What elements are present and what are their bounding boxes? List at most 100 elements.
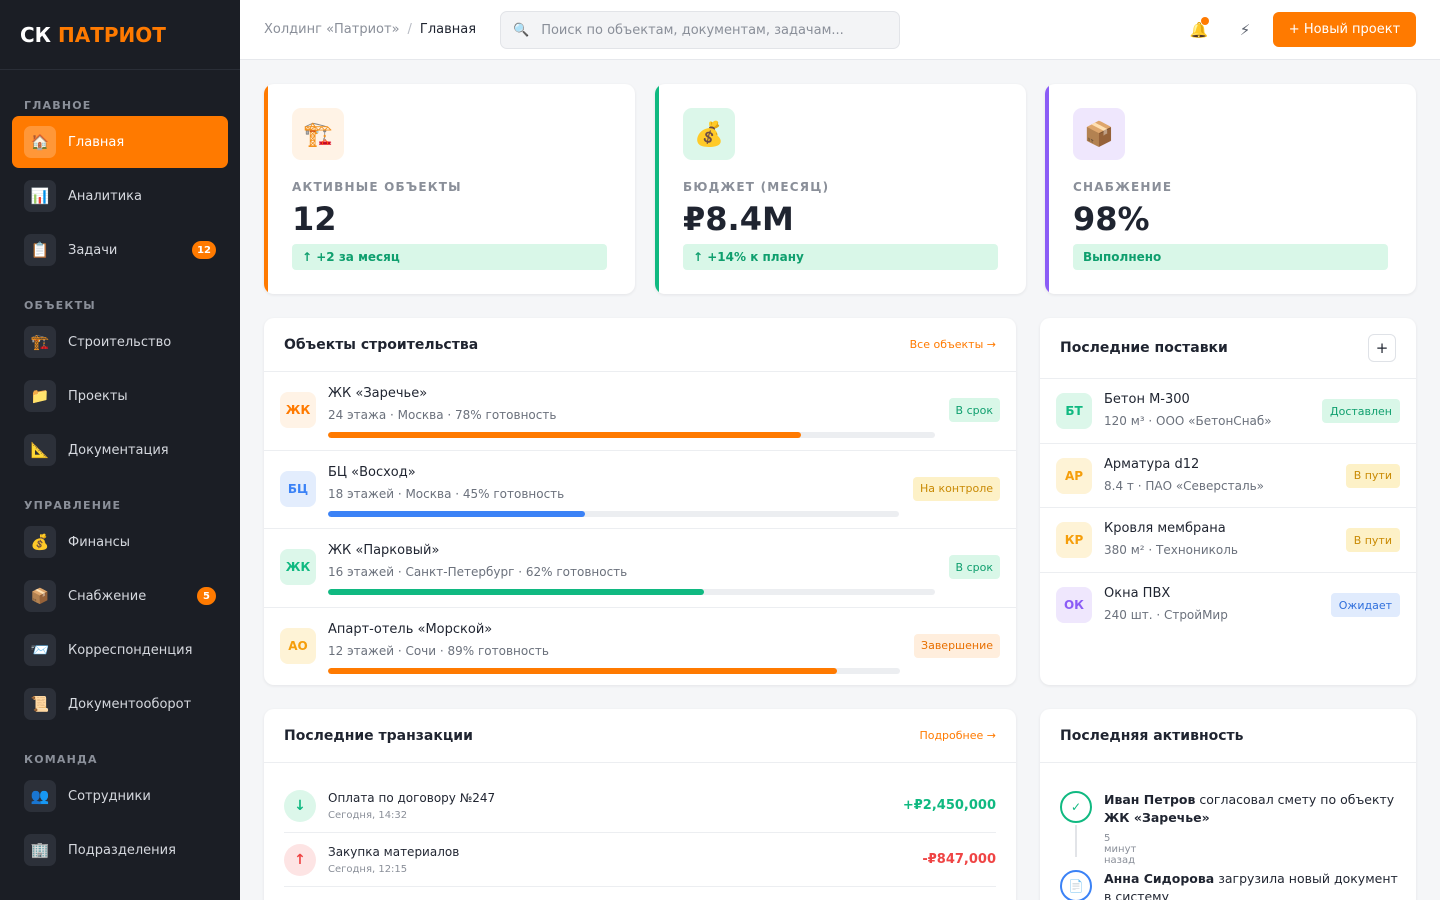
arrow-up-icon: ↑ — [284, 844, 316, 876]
scroll-icon: 📜 — [24, 688, 56, 720]
document-icon: 📄 — [1060, 870, 1092, 900]
new-project-button[interactable]: + Новый проект — [1273, 12, 1416, 47]
deliveries-list: БТ Бетон М-300 120 м³ · ООО «БетонСнаб» Дос… — [1040, 379, 1416, 638]
activity-panel: Последняя активность ✓ Иван Петров соглас… — [1040, 709, 1416, 900]
sidebar-item[interactable]: 📨 Корреспонденция — [12, 624, 228, 676]
search-box[interactable]: 🔍 — [500, 11, 900, 49]
sidebar: СК ПАТРИОТ ГЛАВНОЕ 🏠 Главная 📊 Аналитика 📋 Зад… — [0, 0, 240, 900]
sidebar-item[interactable]: 📦 Снабжение 5 — [12, 570, 228, 622]
delivery-row[interactable]: КР Кровля мембрана 380 м² · Технониколь В п… — [1040, 508, 1416, 574]
progress-track — [328, 510, 899, 517]
transactions-title: Последние транзакции — [284, 727, 473, 744]
object-meta: 12 этажей · Сочи · 89% готовность — [328, 643, 549, 658]
status-badge: В пути — [1345, 463, 1400, 488]
notification-dot — [1201, 17, 1209, 25]
status-badge: Завершение — [914, 633, 1000, 658]
transaction-name: Оплата по договору №247 — [328, 791, 496, 805]
delivery-name: Кровля мембрана — [1104, 521, 1226, 537]
quick-actions-button[interactable]: ⚡ — [1231, 16, 1259, 44]
activity-time: 5 минут назад — [1104, 833, 1137, 866]
status-badge: В срок — [948, 555, 1000, 579]
breadcrumb-holding[interactable]: Холдинг «Патриот» — [264, 22, 400, 37]
sidebar-item[interactable]: 🏗️ Строительство — [12, 316, 228, 368]
nav-section-title: КОМАНДА — [24, 753, 98, 766]
progress-fill — [328, 589, 705, 595]
activity-user[interactable]: Иван Петров — [1104, 792, 1196, 807]
sidebar-item-label: Сотрудники — [68, 788, 151, 804]
activity-action: загрузила новый документ в систему — [1104, 871, 1398, 900]
transactions-list: ↓ Оплата по договору №247 Сегодня, 14:32 +₽… — [264, 763, 1016, 887]
sidebar-item[interactable]: 💰 Финансы — [12, 516, 228, 568]
delivery-meta: 380 м² · Технониколь — [1104, 543, 1239, 558]
sidebar-item[interactable]: 📋 Задачи 12 — [12, 224, 228, 276]
objects-list: ЖК ЖК «Заречье» 24 этажа · Москва · 78% го… — [264, 372, 1016, 685]
chart-icon: 📊 — [24, 180, 56, 212]
money-bag-icon: 💰 — [683, 108, 735, 160]
sidebar-item[interactable]: 📊 Аналитика — [12, 170, 228, 222]
progress-track — [328, 432, 935, 438]
sidebar-item[interactable]: 📜 Документооборот — [12, 678, 228, 730]
object-row[interactable]: ЖК ЖК «Парковый» 16 этажей · Санкт-Петербу… — [264, 529, 1016, 608]
deliveries-title: Последние поставки — [1060, 340, 1228, 356]
sidebar-item-label: Финансы — [68, 534, 131, 550]
delivery-meta: 120 м³ · ООО «БетонСнаб» — [1104, 414, 1272, 428]
sidebar-item[interactable]: 📐 Документация — [12, 424, 228, 476]
search-input[interactable] — [541, 22, 882, 38]
object-meta: 16 этажей · Санкт-Петербург · 62% готовн… — [328, 565, 628, 579]
transaction-row[interactable]: ↓ Оплата по договору №247 Сегодня, 14:32 +₽… — [284, 779, 996, 833]
object-row[interactable]: АО Апарт-отель «Морской» 12 этажей · Сочи … — [264, 608, 1016, 686]
object-avatar: ЖК — [280, 392, 316, 428]
object-name: БЦ «Восход» — [328, 464, 416, 480]
delivery-row[interactable]: БТ Бетон М-300 120 м³ · ООО «БетонСнаб» Дос… — [1040, 379, 1416, 444]
transaction-row[interactable]: ↑ Закупка материалов Сегодня, 12:15 -₽847,0… — [284, 833, 996, 887]
envelope-icon: 📨 — [24, 634, 56, 666]
package-icon: 📦 — [1073, 108, 1125, 160]
deliveries-panel: Последние поставки + БТ Бетон М-300 120 м³… — [1040, 318, 1416, 685]
building-icon: 🏢 — [24, 834, 56, 866]
stat-label: АКТИВНЫЕ ОБЪЕКТЫ — [292, 180, 462, 194]
object-avatar: БЦ — [280, 470, 316, 507]
stat-card[interactable]: 💰 БЮДЖЕТ (МЕСЯЦ) ₽8.4M ↑ +14% к плану — [655, 84, 1026, 294]
sidebar-item-label: Задачи — [68, 242, 118, 258]
progress-fill — [328, 667, 838, 674]
stat-card[interactable]: 📦 СНАБЖЕНИЕ 98% Выполнено — [1045, 84, 1416, 294]
stat-label: БЮДЖЕТ (МЕСЯЦ) — [683, 180, 830, 194]
bolt-icon: ⚡ — [1239, 21, 1251, 39]
stat-value: ₽8.4M — [683, 200, 794, 238]
object-name: ЖК «Заречье» — [328, 386, 428, 401]
package-icon: 📦 — [24, 580, 56, 612]
brand-logo[interactable]: СК ПАТРИОТ — [0, 0, 240, 70]
status-badge: На контроле — [913, 476, 1000, 501]
activity-user[interactable]: Анна Сидорова — [1104, 871, 1215, 886]
stat-card[interactable]: 🏗️ АКТИВНЫЕ ОБЪЕКТЫ 12 ↑ +2 за месяц — [264, 84, 635, 294]
object-row[interactable]: ЖК ЖК «Заречье» 24 этажа · Москва · 78% го… — [264, 372, 1016, 451]
sidebar-item[interactable]: 🏠 Главная — [12, 116, 228, 168]
sidebar-item-label: Аналитика — [68, 188, 142, 204]
transactions-panel: Последние транзакции Подробнее → ↓ Оплата… — [264, 709, 1016, 900]
brand-first: СК — [20, 22, 52, 47]
progress-track — [328, 589, 935, 595]
activity-target[interactable]: ЖК «Заречье» — [1104, 810, 1210, 825]
arrow-down-icon: ↓ — [284, 790, 316, 822]
stat-label: СНАБЖЕНИЕ — [1073, 180, 1173, 194]
sidebar-nav: ГЛАВНОЕ 🏠 Главная 📊 Аналитика 📋 Задачи 12 ОБЪЕКТ… — [0, 70, 240, 876]
delivery-row[interactable]: ОК Окна ПВХ 240 шт. · СтройМир Ожидает — [1040, 573, 1416, 638]
objects-panel: Объекты строительства Все объекты → ЖК ЖК… — [264, 318, 1016, 685]
activity-title: Последняя активность — [1060, 727, 1244, 744]
object-row[interactable]: БЦ БЦ «Восход» 18 этажей · Москва · 45% го… — [264, 451, 1016, 529]
notifications-button[interactable]: 🔔 — [1185, 16, 1213, 44]
transaction-amount: +₽2,450,000 — [902, 798, 996, 813]
delivery-meta: 8.4 т · ПАО «Северсталь» — [1104, 478, 1265, 493]
sidebar-item[interactable]: 🏢 Подразделения — [12, 824, 228, 876]
add-delivery-button[interactable]: + — [1368, 334, 1396, 362]
sidebar-item[interactable]: 📁 Проекты — [12, 370, 228, 422]
sidebar-item[interactable]: 👥 Сотрудники — [12, 770, 228, 822]
activity-action: согласовал смету по объекту — [1195, 792, 1395, 807]
all-objects-link[interactable]: Все объекты → — [909, 338, 996, 351]
progress-track — [328, 667, 900, 674]
transactions-more-link[interactable]: Подробнее → — [919, 729, 996, 742]
status-badge: В срок — [948, 398, 1000, 422]
delivery-row[interactable]: АР Арматура d12 8.4 т · ПАО «Северсталь» В … — [1040, 444, 1416, 509]
sidebar-item-label: Главная — [68, 134, 125, 150]
nav-section-title: ГЛАВНОЕ — [24, 99, 92, 112]
